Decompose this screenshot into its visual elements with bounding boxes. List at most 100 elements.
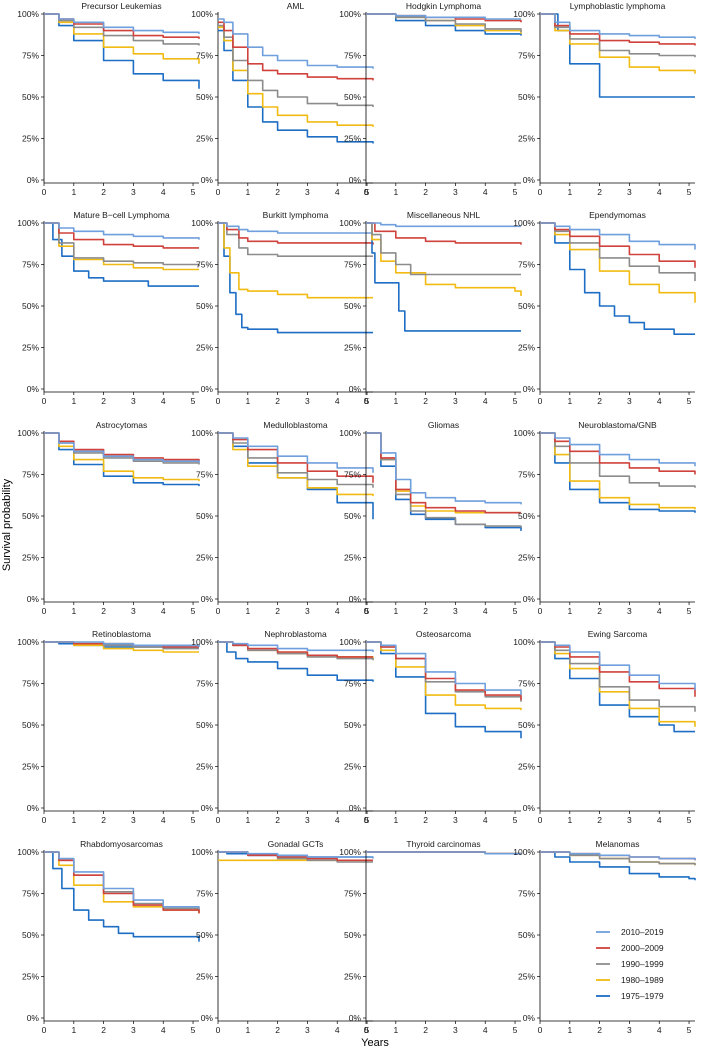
panel: Neuroblastoma/GNB 0% 25% 50% 75% 100% 0 1 2 3 4 5 (513, 420, 696, 616)
survival-curve-2000–2009 (218, 222, 374, 245)
y-tick-label: 100% (17, 9, 39, 19)
panel-title: Neuroblastoma/GNB (578, 420, 657, 430)
panel: Precursor Leukemias 0% 25% 50% 75% 100% 0 1 2 3 4 5 (17, 1, 200, 197)
y-tick-label: 50% (344, 511, 361, 521)
survival-curve-1975–1979 (366, 222, 521, 332)
survival-curve-1975–1979 (44, 222, 199, 287)
x-tick-label: 3 (305, 396, 310, 406)
y-tick-label: 75% (344, 260, 361, 270)
y-tick-label: 0% (27, 1013, 40, 1023)
panel: Ependymomas 0% 25% 50% 75% 100% 0 1 2 3 4 5 (513, 210, 696, 406)
survival-curve-1980–1989 (218, 26, 374, 127)
survival-curve-2010–2019 (540, 641, 696, 691)
x-tick-label: 4 (657, 815, 662, 825)
x-tick-label: 5 (365, 815, 370, 825)
y-tick-label: 100% (513, 218, 535, 228)
survival-curve-2010–2019 (540, 222, 696, 250)
y-tick-label: 25% (196, 343, 213, 353)
x-tick-label: 4 (335, 606, 340, 616)
x-tick-label: 1 (71, 396, 76, 406)
y-tick-label: 100% (513, 9, 535, 19)
x-tick-label: 5 (687, 1025, 692, 1035)
survival-curve-1975–1979 (540, 641, 695, 733)
panel-title: Rhabdomyosarcomas (80, 839, 163, 849)
y-tick-label: 50% (196, 720, 213, 730)
survival-curve-1990–1999 (540, 641, 696, 712)
x-tick-label: 2 (423, 1025, 428, 1035)
panel: Lymphoblastic lymphoma 0% 25% 50% 75% 100% 0 1 2… (513, 1, 696, 197)
x-tick-label: 4 (161, 187, 166, 197)
panel: Astrocytomas 0% 25% 50% 75% 100% 0 1 2 3 4 5 (17, 420, 200, 616)
x-tick-label: 3 (131, 396, 136, 406)
x-tick-label: 4 (483, 815, 488, 825)
y-tick-label: 75% (196, 889, 213, 899)
survival-curve-1975–1979 (44, 851, 200, 942)
x-tick-label: 1 (393, 815, 398, 825)
y-tick-label: 100% (339, 218, 361, 228)
y-tick-label: 100% (17, 428, 39, 438)
y-tick-label: 75% (518, 51, 535, 61)
survival-curve-1975–1979 (366, 432, 522, 531)
survival-curve-2010–2019 (366, 222, 521, 228)
x-tick-label: 0 (42, 187, 47, 197)
x-tick-label: 4 (161, 815, 166, 825)
y-tick-label: 75% (518, 889, 535, 899)
survival-curve-1975–1979 (540, 13, 695, 98)
panel-title: Ewing Sarcoma (588, 629, 648, 639)
x-tick-label: 2 (597, 606, 602, 616)
x-tick-label: 0 (216, 396, 221, 406)
y-tick-label: 100% (191, 9, 213, 19)
y-tick-label: 100% (17, 847, 39, 857)
survival-curve-2010–2019 (44, 222, 200, 240)
survival-curve-1980–1989 (44, 432, 200, 482)
y-tick-label: 100% (17, 637, 39, 647)
x-tick-label: 1 (393, 396, 398, 406)
y-tick-label: 25% (344, 343, 361, 353)
x-tick-label: 0 (538, 187, 543, 197)
x-tick-label: 0 (216, 815, 221, 825)
x-tick-label: 5 (513, 815, 518, 825)
y-tick-label: 25% (22, 134, 39, 144)
x-tick-label: 4 (657, 187, 662, 197)
y-tick-label: 0% (27, 384, 40, 394)
survival-curve-2000–2009 (366, 641, 522, 701)
x-tick-label: 4 (161, 1025, 166, 1035)
x-tick-label: 1 (245, 1025, 250, 1035)
x-tick-label: 0 (364, 606, 369, 616)
survival-curve-1990–1999 (540, 432, 696, 488)
survival-curve-1990–1999 (540, 222, 696, 282)
x-tick-label: 4 (483, 606, 488, 616)
survival-curve-2010–2019 (218, 432, 374, 473)
x-tick-label: 1 (567, 396, 572, 406)
x-tick-label: 2 (275, 815, 280, 825)
x-tick-label: 3 (627, 396, 632, 406)
legend: 2010–2019 2000–2009 1990–1999 1980–1989 1975… (596, 927, 664, 1001)
survival-curve-1975–1979 (540, 432, 696, 513)
x-tick-label: 2 (423, 815, 428, 825)
survival-curve-1990–1999 (366, 432, 522, 528)
survival-curve-1980–1989 (44, 851, 200, 914)
x-tick-label: 1 (393, 187, 398, 197)
survival-curve-1980–1989 (44, 13, 200, 64)
y-tick-label: 25% (344, 762, 361, 772)
y-tick-label: 25% (196, 134, 213, 144)
survival-curve-1980–1989 (366, 641, 522, 711)
x-tick-label: 0 (538, 606, 543, 616)
x-tick-label: 4 (335, 1025, 340, 1035)
y-tick-label: 0% (523, 594, 536, 604)
x-tick-label: 2 (101, 1025, 106, 1035)
panel: Hodgkin Lymphoma 0% 25% 50% 75% 100% 0 1 2 3 4 5 (339, 1, 522, 197)
legend-label: 1975–1979 (621, 991, 664, 1001)
y-tick-label: 0% (349, 803, 362, 813)
x-tick-label: 3 (131, 187, 136, 197)
x-tick-label: 1 (567, 187, 572, 197)
y-tick-label: 0% (201, 1013, 214, 1023)
panel-title: Gonadal GCTs (268, 839, 324, 849)
y-tick-label: 50% (22, 720, 39, 730)
y-tick-label: 25% (518, 343, 535, 353)
survival-curve-2010–2019 (44, 432, 200, 463)
x-tick-label: 5 (191, 1025, 196, 1035)
